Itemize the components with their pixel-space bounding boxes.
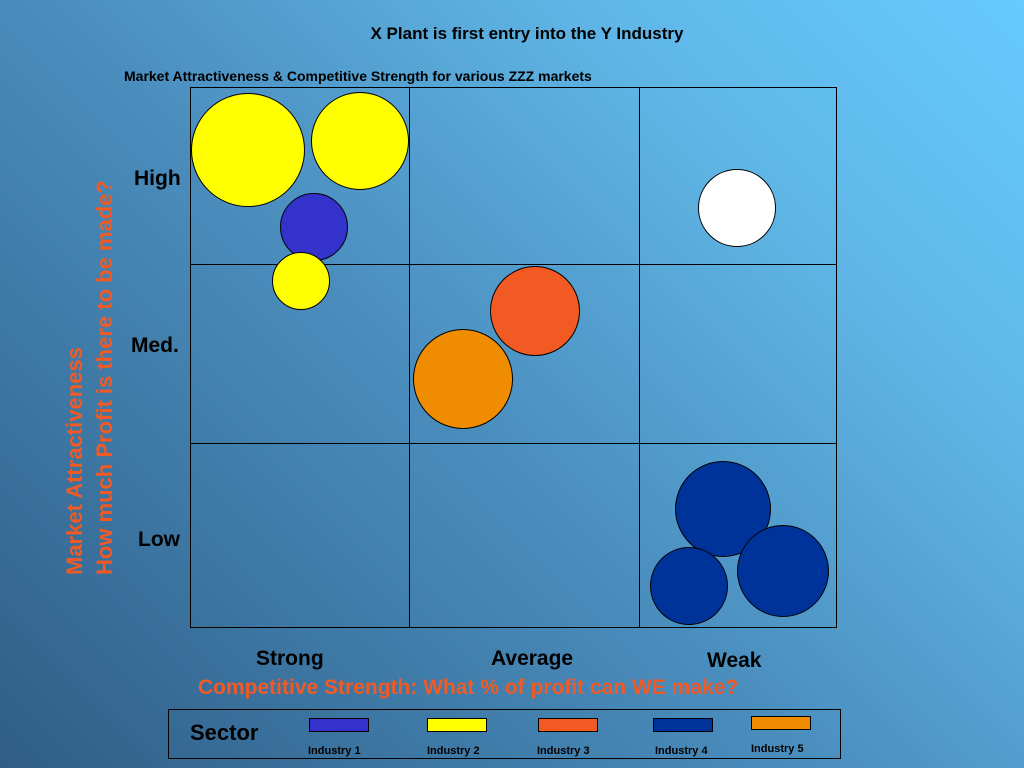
grid-divider-v1 (409, 87, 410, 628)
column-label-average: Average (491, 647, 574, 670)
row-label-low: Low (138, 528, 180, 551)
y-axis-title-line1: Market Attractiveness (62, 347, 87, 575)
bubble-industry-4 (650, 547, 728, 625)
bubble-industry-4 (737, 525, 829, 617)
legend-label-1: Industry 1 (308, 745, 361, 757)
legend-swatch-4 (653, 718, 713, 732)
grid-divider-h2 (190, 443, 837, 444)
legend-label-3: Industry 3 (537, 745, 590, 757)
legend-swatch-1 (309, 718, 369, 732)
grid-divider-h1 (190, 264, 837, 265)
y-axis-title-line2: How much Profit is there to be made? (92, 180, 117, 575)
bubble-white (698, 169, 776, 247)
row-label-high: High (134, 167, 181, 190)
legend-label-4: Industry 4 (655, 745, 708, 757)
bubble-industry-2 (272, 252, 330, 310)
legend-label-2: Industry 2 (427, 745, 480, 757)
chart-subtitle: Market Attractiveness & Competitive Stre… (124, 68, 592, 84)
bubble-industry-2 (311, 92, 409, 190)
x-axis-title: Competitive Strength: What % of profit c… (198, 676, 739, 699)
bubble-industry-2 (191, 93, 305, 207)
legend-swatch-3 (538, 718, 598, 732)
legend-swatch-2 (427, 718, 487, 732)
legend-swatch-5 (751, 716, 811, 730)
bubble-industry-5 (413, 329, 513, 429)
legend-box (168, 709, 841, 759)
legend-label-5: Industry 5 (751, 743, 804, 755)
column-label-weak: Weak (707, 649, 762, 672)
bubble-industry-1 (280, 193, 348, 261)
legend-title: Sector (190, 720, 259, 745)
y-axis-title: Market Attractiveness How much Profit is… (60, 105, 120, 575)
row-label-med: Med. (131, 334, 179, 357)
column-label-strong: Strong (256, 647, 324, 670)
bubble-industry-3 (490, 266, 580, 356)
grid-divider-v2 (639, 87, 640, 628)
matrix-grid (190, 87, 837, 628)
chart-title: X Plant is first entry into the Y Indust… (370, 24, 684, 43)
